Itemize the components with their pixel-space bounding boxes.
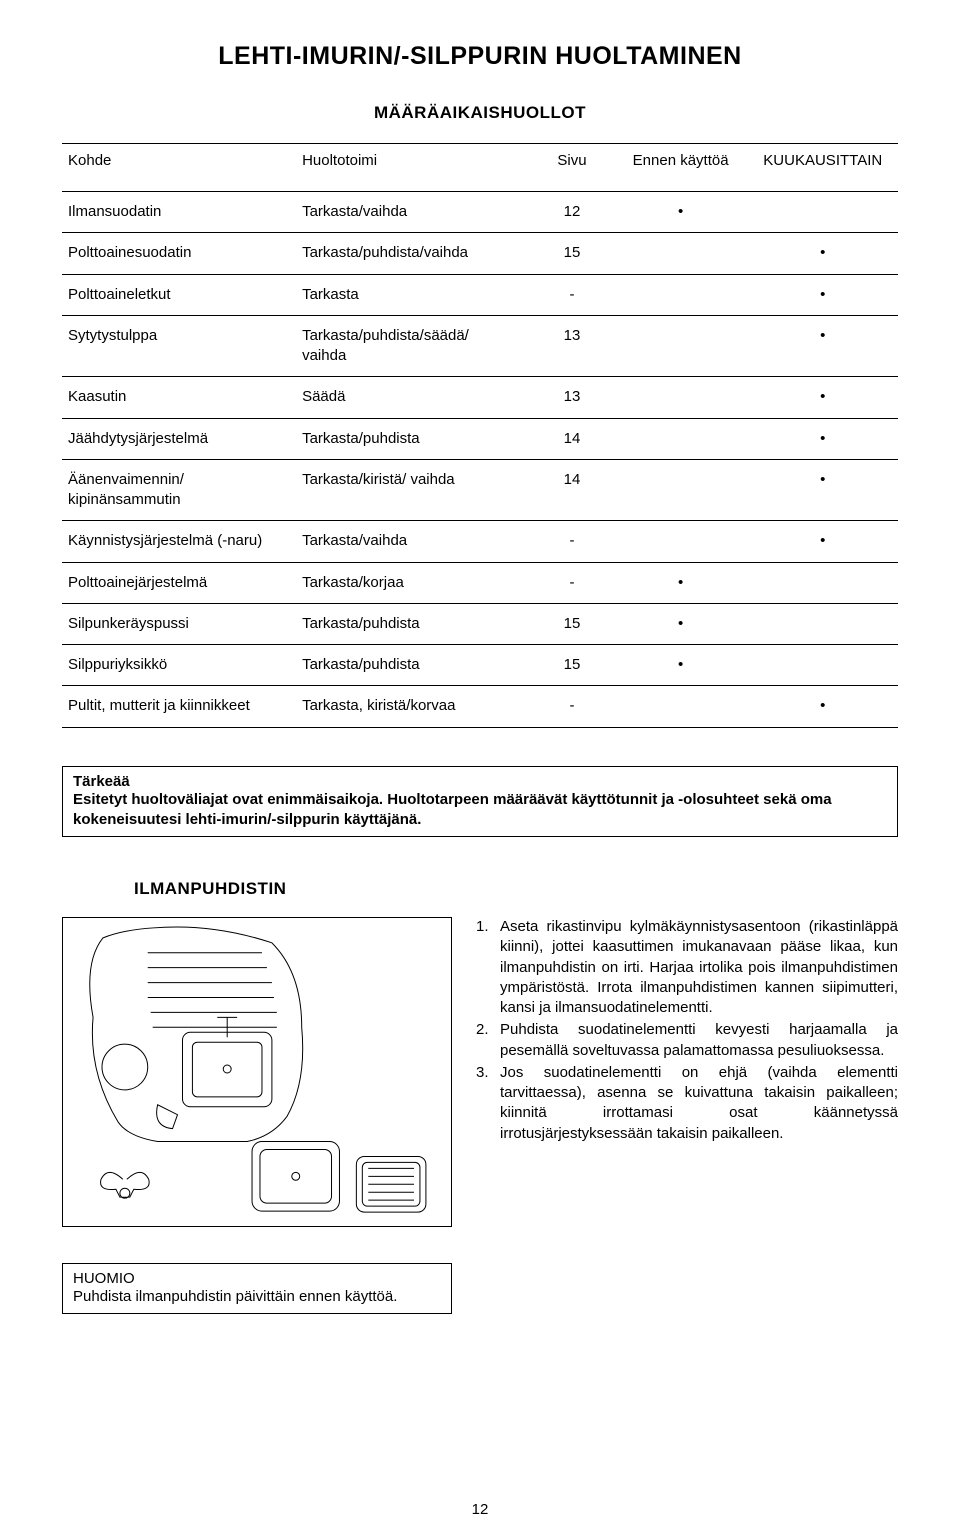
table-row: Äänenvaimennin/ kipinänsammutinTarkasta/… (62, 459, 898, 521)
section-title: ILMANPUHDISTIN (134, 879, 898, 899)
cell-ennen: • (614, 645, 748, 686)
table-header-row: Kohde Huoltotoimi Sivu Ennen käyttöä KUU… (62, 144, 898, 192)
cell-sivu: 13 (530, 377, 614, 418)
cell-ennen: • (614, 603, 748, 644)
cell-toimi: Säädä (296, 377, 530, 418)
page-title: LEHTI-IMURIN/-SILPPURIN HUOLTAMINEN (62, 42, 898, 71)
instruction-item: Aseta rikastinvipu kylmäkäynnistysasento… (476, 917, 898, 1018)
cell-ennen (614, 315, 748, 377)
table-row: PolttoainejärjestelmäTarkasta/korjaa-• (62, 562, 898, 603)
cell-kuukausi (748, 192, 899, 233)
header-kohde: Kohde (62, 144, 296, 192)
cell-kohde: Polttoainesuodatin (62, 233, 296, 274)
cell-toimi: Tarkasta/puhdista (296, 645, 530, 686)
cell-kohde: Äänenvaimennin/ kipinänsammutin (62, 459, 296, 521)
cell-kuukausi: • (748, 233, 899, 274)
cell-sivu: 15 (530, 233, 614, 274)
cell-kuukausi: • (748, 315, 899, 377)
cell-sivu: 14 (530, 418, 614, 459)
cell-kuukausi: • (748, 686, 899, 727)
cell-sivu: 13 (530, 315, 614, 377)
notice-box: HUOMIO Puhdista ilmanpuhdistin päivittäi… (62, 1263, 452, 1314)
page-number: 12 (0, 1501, 960, 1518)
table-row: PolttoaineletkutTarkasta- • (62, 274, 898, 315)
header-kuukausi: KUUKAUSITTAIN (748, 144, 899, 192)
cell-toimi: Tarkasta/puhdista (296, 603, 530, 644)
cell-ennen (614, 521, 748, 562)
cell-kuukausi: • (748, 459, 899, 521)
cell-sivu: 15 (530, 603, 614, 644)
table-row: IlmansuodatinTarkasta/vaihda12• (62, 192, 898, 233)
cell-sivu: - (530, 686, 614, 727)
cell-kohde: Pultit, mutterit ja kiinnikkeet (62, 686, 296, 727)
cell-sivu: 15 (530, 645, 614, 686)
cell-sivu: - (530, 521, 614, 562)
cell-kuukausi: • (748, 274, 899, 315)
page-subtitle: MÄÄRÄAIKAISHUOLLOT (62, 103, 898, 123)
cell-ennen: • (614, 562, 748, 603)
table-row: SytytystulppaTarkasta/puhdista/säädä/ va… (62, 315, 898, 377)
cell-sivu: - (530, 562, 614, 603)
cell-ennen (614, 377, 748, 418)
cell-ennen (614, 233, 748, 274)
cell-kohde: Jäähdytysjärjestelmä (62, 418, 296, 459)
table-row: Pultit, mutterit ja kiinnikkeetTarkasta,… (62, 686, 898, 727)
cell-kohde: Silppuriyksikkö (62, 645, 296, 686)
cell-toimi: Tarkasta (296, 274, 530, 315)
header-ennen: Ennen käyttöä (614, 144, 748, 192)
maintenance-table: Kohde Huoltotoimi Sivu Ennen käyttöä KUU… (62, 143, 898, 728)
cell-kuukausi (748, 645, 899, 686)
cell-kohde: Polttoainejärjestelmä (62, 562, 296, 603)
cell-toimi: Tarkasta/puhdista (296, 418, 530, 459)
cell-ennen (614, 459, 748, 521)
cell-toimi: Tarkasta/vaihda (296, 192, 530, 233)
instruction-item: Puhdista suodatinelementti kevyesti harj… (476, 1020, 898, 1061)
engine-line-art (63, 918, 451, 1226)
cell-kuukausi (748, 562, 899, 603)
cell-ennen (614, 418, 748, 459)
cell-sivu: - (530, 274, 614, 315)
header-sivu: Sivu (530, 144, 614, 192)
cell-kohde: Sytytystulppa (62, 315, 296, 377)
cell-ennen (614, 686, 748, 727)
cell-kuukausi: • (748, 418, 899, 459)
table-row: KaasutinSäädä13 • (62, 377, 898, 418)
cell-toimi: Tarkasta/vaihda (296, 521, 530, 562)
cell-sivu: 14 (530, 459, 614, 521)
cell-ennen (614, 274, 748, 315)
cell-toimi: Tarkasta/kiristä/ vaihda (296, 459, 530, 521)
table-row: SilpunkeräyspussiTarkasta/puhdista15• (62, 603, 898, 644)
notice-heading: HUOMIO (73, 1270, 441, 1287)
important-body: Esitetyt huoltoväliajat ovat enimmäisaik… (73, 790, 887, 831)
table-row: PolttoainesuodatinTarkasta/puhdista/vaih… (62, 233, 898, 274)
air-cleaner-illustration (62, 917, 452, 1227)
cell-kohde: Polttoaineletkut (62, 274, 296, 315)
cell-kohde: Ilmansuodatin (62, 192, 296, 233)
cell-kuukausi (748, 603, 899, 644)
instruction-item: Jos suodatinelementti on ehjä (vaihda el… (476, 1063, 898, 1144)
cell-ennen: • (614, 192, 748, 233)
cell-kuukausi: • (748, 377, 899, 418)
cell-kohde: Kaasutin (62, 377, 296, 418)
important-heading: Tärkeää (73, 773, 887, 790)
cell-toimi: Tarkasta/puhdista/vaihda (296, 233, 530, 274)
two-column-layout: Aseta rikastinvipu kylmäkäynnistysasento… (62, 917, 898, 1227)
table-row: JäähdytysjärjestelmäTarkasta/puhdista14 • (62, 418, 898, 459)
cell-toimi: Tarkasta/korjaa (296, 562, 530, 603)
cell-kuukausi: • (748, 521, 899, 562)
notice-body: Puhdista ilmanpuhdistin päivittäin ennen… (73, 1287, 441, 1307)
cell-toimi: Tarkasta/puhdista/säädä/ vaihda (296, 315, 530, 377)
table-row: SilppuriyksikköTarkasta/puhdista15• (62, 645, 898, 686)
cell-kohde: Silpunkeräyspussi (62, 603, 296, 644)
header-toimi: Huoltotoimi (296, 144, 530, 192)
table-row: Käynnistysjärjestelmä (-naru)Tarkasta/va… (62, 521, 898, 562)
cell-toimi: Tarkasta, kiristä/korvaa (296, 686, 530, 727)
instructions-list: Aseta rikastinvipu kylmäkäynnistysasento… (476, 917, 898, 1146)
important-box: Tärkeää Esitetyt huoltoväliajat ovat eni… (62, 766, 898, 838)
cell-kohde: Käynnistysjärjestelmä (-naru) (62, 521, 296, 562)
cell-sivu: 12 (530, 192, 614, 233)
